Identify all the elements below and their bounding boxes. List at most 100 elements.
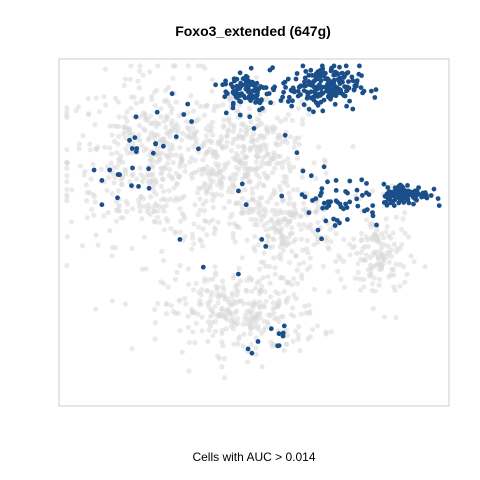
background-cell-point [245,172,251,178]
background-cell-point [174,181,180,187]
background-cell-point [397,283,403,289]
background-cell-point [247,311,253,317]
background-cell-point [237,334,243,340]
background-cell-point [205,338,211,345]
background-cell-point [201,112,207,118]
background-cell-point [219,306,225,312]
background-cell-point [257,303,263,310]
background-cell-point [281,216,288,222]
background-cell-point [211,153,217,159]
background-cell-point [270,306,276,312]
background-cell-point [189,246,195,252]
background-cell-point [267,280,273,286]
background-cell-point [76,104,82,110]
background-cell-point [221,375,228,381]
background-cell-point [283,341,289,347]
background-cell-point [87,141,93,147]
auc-positive-cell-point [414,193,419,199]
background-cell-point [169,176,176,182]
background-cell-point [257,111,263,117]
auc-positive-cell-point [282,132,288,138]
background-cell-point [110,170,116,176]
background-cell-point [377,240,384,246]
background-cell-point [285,241,292,247]
auc-positive-cell-point [360,192,365,198]
background-cell-point [137,208,143,214]
background-cell-point [157,219,163,225]
background-cell-point [260,214,266,220]
background-cell-point [199,171,205,177]
background-cell-point [140,72,146,78]
background-cell-point [383,216,389,222]
background-cell-point [333,258,339,264]
background-cell-point [109,191,115,197]
auc-positive-cell-point [181,112,187,117]
background-cell-point [137,68,143,74]
background-cell-point [411,258,417,265]
background-cell-point [243,312,249,318]
background-cell-point [299,174,305,180]
background-cell-point [141,147,147,153]
auc-positive-cell-point [385,196,391,201]
auc-positive-cell-point [161,143,166,149]
background-cell-point [91,212,97,218]
background-cell-point [301,222,307,228]
background-cell-point [371,275,377,281]
background-cell-point [326,288,332,295]
auc-positive-cell-point [293,76,299,82]
background-cell-point [142,111,148,117]
background-cell-point [215,353,221,359]
background-cell-point [172,198,178,204]
background-cell-point [193,280,199,287]
auc-positive-cell-point [339,70,345,76]
background-cell-point [89,206,95,212]
auc-positive-cell-point [343,63,349,69]
background-cell-point [375,236,382,242]
background-cell-point [287,195,293,201]
background-cell-point [241,301,247,307]
background-cell-point [122,135,128,141]
auc-positive-cell-point [321,97,327,103]
background-cell-point [230,128,236,135]
auc-positive-cell-point [344,205,350,210]
background-cell-point [130,206,136,212]
background-cell-point [173,99,179,105]
auc-positive-cell-point [352,83,358,89]
background-cell-point [219,278,226,284]
background-cell-point [274,115,280,121]
auc-positive-cell-point [177,237,183,242]
auc-positive-cell-point [309,81,315,87]
background-cell-point [185,63,191,69]
background-cell-point [242,154,248,160]
background-cell-point [237,159,243,165]
background-cell-point [189,310,195,316]
background-cell-point [397,261,403,268]
background-cell-point [107,228,113,234]
background-cell-point [294,155,300,161]
background-cell-point [220,343,226,349]
auc-positive-cell-point [290,98,295,104]
background-cell-point [280,247,287,253]
auc-positive-cell-point [358,85,364,90]
background-cell-point [286,201,292,207]
background-cell-point [148,156,154,162]
auc-positive-cell-point [247,114,253,120]
background-cell-point [179,157,185,163]
background-cell-point [64,186,70,192]
background-cell-point [353,250,360,256]
auc-positive-cell-point [320,108,326,114]
background-cell-point [158,183,164,189]
background-cell-point [400,216,406,222]
background-cell-point [393,214,400,220]
auc-positive-cell-point [345,70,351,75]
background-cell-point [90,161,96,167]
background-cell-point [226,299,232,305]
positive-cells [91,63,442,356]
auc-positive-cell-point [369,88,374,94]
background-cell-point [390,230,396,236]
background-cell-point [236,265,242,272]
background-cell-point [189,306,195,312]
auc-positive-cell-point [243,202,249,208]
auc-positive-cell-point [242,95,248,101]
